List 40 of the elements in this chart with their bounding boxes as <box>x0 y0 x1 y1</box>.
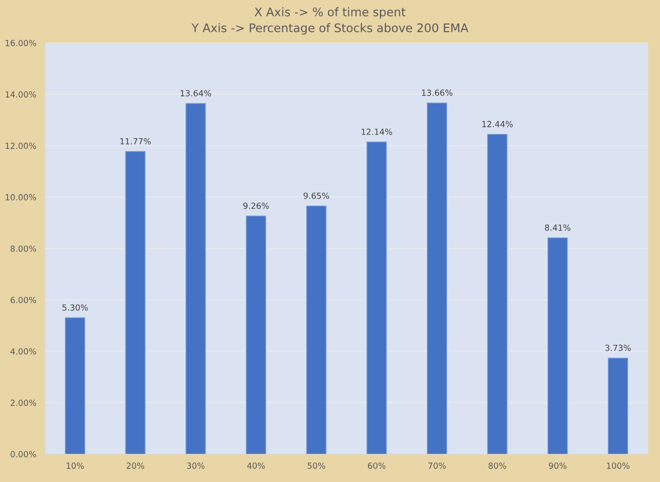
data-label: 11.77% <box>120 138 151 144</box>
data-label: 3.73% <box>605 344 631 352</box>
bar <box>487 134 508 454</box>
bar <box>306 206 326 454</box>
x-tick-label: 20% <box>126 462 144 469</box>
y-tick-label: 10.00% <box>6 194 36 200</box>
x-tick-label: 40% <box>247 462 265 469</box>
data-label: 13.66% <box>422 90 452 96</box>
data-label: 5.30% <box>62 304 88 311</box>
x-tick-label: 60% <box>368 462 386 469</box>
x-tick-label: 10% <box>66 462 84 469</box>
bar <box>186 103 206 454</box>
y-tick-label: 0.00% <box>10 451 36 458</box>
data-label: 13.64% <box>180 90 212 96</box>
x-tick-label: 70% <box>428 462 446 469</box>
y-tick-label: 14.00% <box>6 91 36 98</box>
x-tick-label: 80% <box>488 462 506 469</box>
bar <box>548 238 568 454</box>
bar <box>125 151 146 454</box>
y-tick-label: 16.00% <box>6 40 36 46</box>
bar <box>426 102 448 454</box>
chart-title: X Axis -> % of time spent Y Axis -> Percentage of Stocks above 200 EMA <box>192 7 468 35</box>
bar <box>246 216 266 454</box>
y-tick-label: 4.00% <box>10 348 36 355</box>
y-tick-label: 2.00% <box>10 400 36 406</box>
data-label: 12.14% <box>362 128 392 135</box>
data-label: 9.26% <box>243 202 269 209</box>
data-label: 9.65% <box>304 192 330 199</box>
bar <box>608 358 628 454</box>
y-tick-label: 12.00% <box>6 142 36 149</box>
x-tick-label: 50% <box>308 462 326 469</box>
bar <box>366 142 387 454</box>
bar <box>64 317 86 454</box>
x-tick-label: 100% <box>606 462 630 469</box>
data-label: 8.41% <box>544 224 570 231</box>
x-tick-label: 30% <box>187 462 204 469</box>
y-tick-label: 6.00% <box>10 296 36 304</box>
x-tick-label: 90% <box>548 462 566 469</box>
y-tick-label: 8.00% <box>10 245 36 252</box>
data-label: 12.44% <box>482 120 513 128</box>
